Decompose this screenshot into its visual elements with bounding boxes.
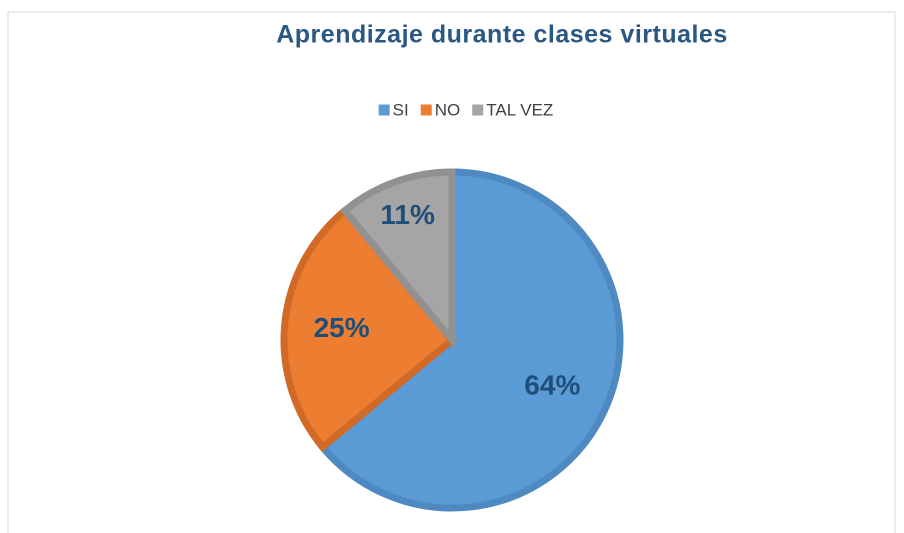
data-labels: 64% 25% 11% xyxy=(314,199,581,401)
legend-swatch xyxy=(378,104,390,116)
legend-label: NO xyxy=(435,100,461,119)
data-label: 25% xyxy=(314,312,370,343)
legend-swatch xyxy=(420,104,432,116)
legend-label: SI xyxy=(393,100,409,119)
pie xyxy=(280,168,624,512)
legend-label: TAL VEZ xyxy=(486,100,553,119)
data-label: 64% xyxy=(524,370,580,401)
pie-slice xyxy=(280,205,457,453)
legend-swatch xyxy=(472,104,484,116)
pie-slice xyxy=(317,168,624,512)
pie-slice xyxy=(339,168,456,350)
data-label: 11% xyxy=(380,199,435,230)
chart-title: Aprendizaje durante clases virtuales xyxy=(276,21,728,49)
legend: SI NO TAL VEZ xyxy=(378,100,553,119)
